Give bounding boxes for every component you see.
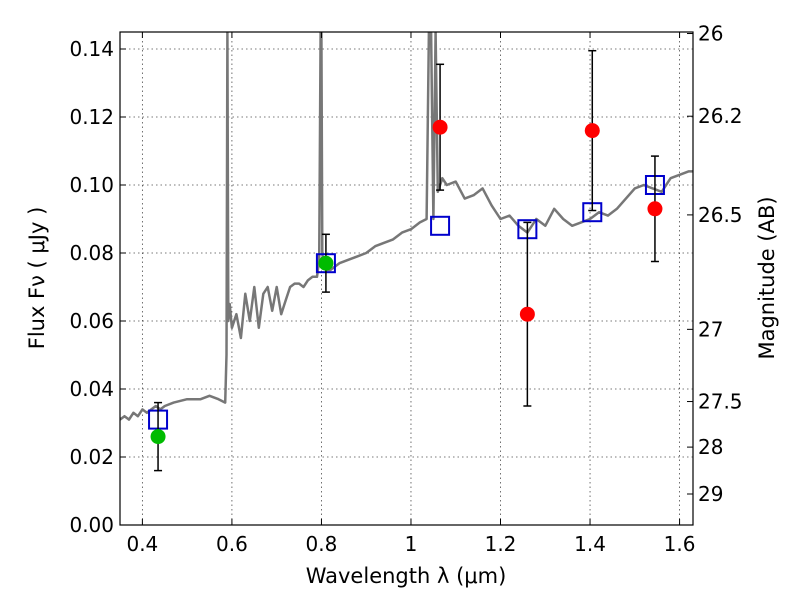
y-tick-label: 0.14 <box>69 37 114 61</box>
x-tick-label: 0.4 <box>126 532 158 556</box>
mag-tick-label: 29 <box>698 482 723 506</box>
y-axis-title: Flux Fν ( μJy ) <box>25 207 49 350</box>
photometry-point <box>432 119 448 135</box>
photometry-point <box>150 429 166 445</box>
y-tick-label: 0.04 <box>69 377 114 401</box>
y-tick-label: 0.12 <box>69 105 114 129</box>
mag-tick-label: 26.2 <box>698 104 743 128</box>
photometry-point <box>318 255 334 271</box>
x-tick-label: 1.6 <box>664 532 696 556</box>
y-tick-label: 0.00 <box>69 513 114 537</box>
mag-tick-label: 26.5 <box>698 203 743 227</box>
mag-tick-label: 27.5 <box>698 390 743 414</box>
x-tick-label: 1 <box>405 532 418 556</box>
sed-line <box>120 32 693 421</box>
data-layer <box>120 32 693 421</box>
marker-layer <box>148 49 665 472</box>
model-square-point <box>430 215 451 236</box>
x-tick-label: 0.8 <box>306 532 338 556</box>
photometry-point <box>519 306 535 322</box>
y-tick-label: 0.06 <box>69 309 114 333</box>
y-tick-label: 0.08 <box>69 241 114 265</box>
x-tick-label: 1.4 <box>574 532 606 556</box>
plot-frame <box>119 31 694 526</box>
ticks: 0.4 0.6 0.8 1 1.2 1.4 1.6 0.00 0.02 0.04 0.06 0.08 0… <box>69 22 742 556</box>
x-tick-label: 1.2 <box>485 532 517 556</box>
y2-axis-title: Magnitude (AB) <box>755 196 779 359</box>
mag-tick-label: 27 <box>698 317 723 341</box>
y-tick-label: 0.10 <box>69 173 114 197</box>
x-axis-title: Wavelength λ (μm) <box>306 564 507 588</box>
mag-tick-label: 26 <box>698 22 723 46</box>
grid <box>120 32 693 526</box>
mag-tick-label: 28 <box>698 435 723 459</box>
y-tick-label: 0.02 <box>69 445 114 469</box>
photometry-point <box>647 201 663 217</box>
x-tick-label: 0.6 <box>216 532 248 556</box>
photometry-point <box>584 123 600 139</box>
